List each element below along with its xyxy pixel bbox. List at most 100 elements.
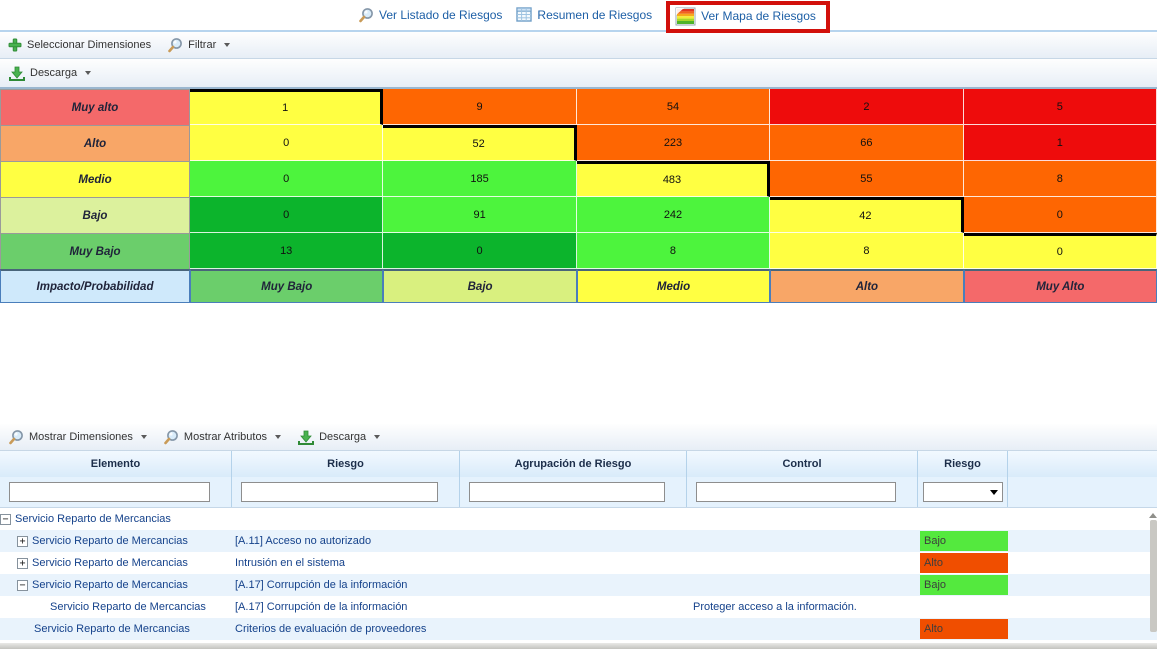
matrix-cell-r3-c4[interactable]: 0 (963, 197, 1157, 233)
matrix-cell-r1-c0[interactable]: 0 (190, 125, 384, 161)
cell-elemento: + Servicio Reparto de Mercancias (0, 552, 232, 574)
vertical-scrollbar[interactable] (1149, 513, 1157, 640)
filter-select-riesgo[interactable] (923, 482, 1003, 502)
matrix-cell-r4-c2[interactable]: 8 (576, 233, 771, 269)
matrix-cell-r2-c0[interactable]: 0 (190, 161, 384, 197)
matrix-cell-r2-c2[interactable]: 483 (576, 161, 771, 197)
cell-filler (1008, 530, 1157, 552)
matrix-cell-r0-c3[interactable]: 2 (770, 89, 964, 125)
cell-agrupacion (460, 552, 687, 574)
matrix-cell-r2-c4[interactable]: 8 (963, 161, 1157, 197)
tab-label: Resumen de Riesgos (537, 8, 653, 22)
filtrar-button[interactable]: Filtrar (167, 37, 231, 53)
table-row[interactable]: − Servicio Reparto de Mercancias (0, 508, 1157, 530)
seleccionar-dimensiones-button[interactable]: Seleccionar Dimensiones (8, 38, 151, 52)
risk-level-badge: Bajo (920, 575, 1008, 595)
grid-header-row: Elemento Riesgo Agrupación de Riesgo Con… (0, 451, 1157, 477)
matrix-cell-r0-c0[interactable]: 1 (190, 89, 384, 125)
cell-riesgo-nivel (918, 508, 1008, 530)
matrix-cell-r4-c1[interactable]: 0 (383, 233, 577, 269)
risk-level-badge: Alto (920, 619, 1008, 639)
matrix-cell-r3-c1[interactable]: 91 (383, 197, 577, 233)
elemento-text: Servicio Reparto de Mercancias (32, 557, 188, 569)
matrix-cell-r3-c0[interactable]: 0 (190, 197, 384, 233)
scroll-up-icon[interactable] (1149, 513, 1157, 518)
select-caret-icon (990, 489, 998, 495)
matrix-cell-r0-c2[interactable]: 54 (576, 89, 771, 125)
matrix-cell-r3-c3[interactable]: 42 (770, 197, 964, 233)
search-icon (164, 429, 179, 445)
column-header-elemento[interactable]: Elemento (0, 451, 232, 477)
matrix-cell-r2-c3[interactable]: 55 (770, 161, 964, 197)
matrix-cell-r1-c3[interactable]: 66 (770, 125, 964, 161)
table-row[interactable]: + Servicio Reparto de Mercancias Intrusión… (0, 552, 1157, 574)
cell-riesgo: [A.17] Corrupción de la información (235, 601, 408, 613)
matrix-col-label-medio: Medio (576, 269, 771, 303)
cell-agrupacion (460, 508, 687, 530)
mostrar-atributos-button[interactable]: Mostrar Atributos (163, 429, 282, 445)
matrix-col-label-alto: Alto (770, 269, 964, 303)
filter-input-riesgo[interactable] (241, 482, 438, 502)
cell-control (687, 530, 918, 552)
cell-filler (1008, 596, 1157, 618)
search-icon (9, 429, 24, 445)
table-row[interactable]: Servicio Reparto de Mercancias Criterios … (0, 618, 1157, 640)
horizontal-scrollbar[interactable] (0, 643, 1157, 649)
cell-control (687, 618, 918, 640)
matrix-cell-r0-c4[interactable]: 5 (963, 89, 1157, 125)
table-row[interactable]: − Servicio Reparto de Mercancias [A.17] Co… (0, 574, 1157, 596)
expand-icon[interactable]: + (17, 557, 28, 569)
column-header-agrupacion-de-riesgo[interactable]: Agrupación de Riesgo (460, 451, 687, 477)
collapse-icon[interactable]: − (0, 513, 11, 525)
matrix-row-label-muy-alto: Muy alto (0, 89, 190, 125)
elemento-text: Servicio Reparto de Mercancias (32, 535, 188, 547)
matrix-cell-r1-c2[interactable]: 223 (576, 125, 771, 161)
cell-control (687, 552, 918, 574)
matrix-cell-r4-c4[interactable]: 0 (963, 233, 1157, 269)
cell-agrupacion (460, 574, 687, 596)
cell-agrupacion (460, 618, 687, 640)
matrix-cell-r2-c1[interactable]: 185 (383, 161, 577, 197)
matrix-cell-r4-c3[interactable]: 8 (770, 233, 964, 269)
matrix-corner-label: Impacto/Probabilidad (0, 269, 190, 303)
cell-riesgo: Criterios de evaluación de proveedores (235, 623, 427, 635)
matrix-row-label-muy-bajo: Muy Bajo (0, 233, 190, 269)
button-label: Seleccionar Dimensiones (27, 39, 152, 51)
filter-input-elemento[interactable] (9, 482, 210, 502)
tab-ver-mapa-de-riesgos[interactable]: Ver Mapa de Riesgos (675, 7, 816, 26)
table-row[interactable]: + Servicio Reparto de Mercancias [A.11] Ac… (0, 530, 1157, 552)
column-header-riesgo[interactable]: Riesgo (232, 451, 460, 477)
cell-riesgo-nivel: Bajo (918, 574, 1008, 596)
tab-resumen-de-riesgos[interactable]: Resumen de Riesgos (516, 7, 652, 23)
tab-ver-listado-de-riesgos[interactable]: Ver Listado de Riesgos (358, 7, 502, 23)
descarga-grid-button[interactable]: Descarga (297, 429, 381, 445)
cell-elemento: Servicio Reparto de Mercancias (0, 596, 232, 618)
cell-control (687, 574, 918, 596)
matrix-cell-r0-c1[interactable]: 9 (383, 89, 577, 125)
matrix-cell-r1-c4[interactable]: 1 (963, 125, 1157, 161)
grid-rows-area: − Servicio Reparto de Mercancias + Servicio… (0, 508, 1157, 640)
risk-level-badge: Alto (920, 553, 1008, 573)
cell-control (687, 508, 918, 530)
scrollbar-track[interactable] (1150, 520, 1157, 632)
column-header-control[interactable]: Control (687, 451, 918, 477)
filter-input-control[interactable] (696, 482, 896, 502)
elemento-text: Servicio Reparto de Mercancias (15, 513, 171, 525)
matrix-cell-r4-c0[interactable]: 13 (190, 233, 384, 269)
column-header-riesgo-nivel[interactable]: Riesgo (918, 451, 1008, 477)
descarga-button[interactable]: Descarga (8, 65, 92, 81)
filter-input-agrupacion[interactable] (469, 482, 665, 502)
risk-level-badge: Bajo (920, 531, 1008, 551)
cell-riesgo-nivel: Alto (918, 552, 1008, 574)
cell-riesgo-nivel (918, 596, 1008, 618)
mostrar-dimensiones-button[interactable]: Mostrar Dimensiones (8, 429, 147, 445)
matrix-cell-r3-c2[interactable]: 242 (576, 197, 771, 233)
matrix-cell-r1-c1[interactable]: 52 (383, 125, 577, 161)
button-label: Mostrar Atributos (183, 431, 268, 443)
matrix-row-label-bajo: Bajo (0, 197, 190, 233)
expand-icon[interactable]: + (17, 535, 28, 547)
table-row[interactable]: Servicio Reparto de Mercancias [A.17] Cor… (0, 596, 1157, 618)
collapse-icon[interactable]: − (17, 579, 28, 591)
button-label: Descarga (30, 67, 78, 79)
cell-filler (1008, 618, 1157, 640)
